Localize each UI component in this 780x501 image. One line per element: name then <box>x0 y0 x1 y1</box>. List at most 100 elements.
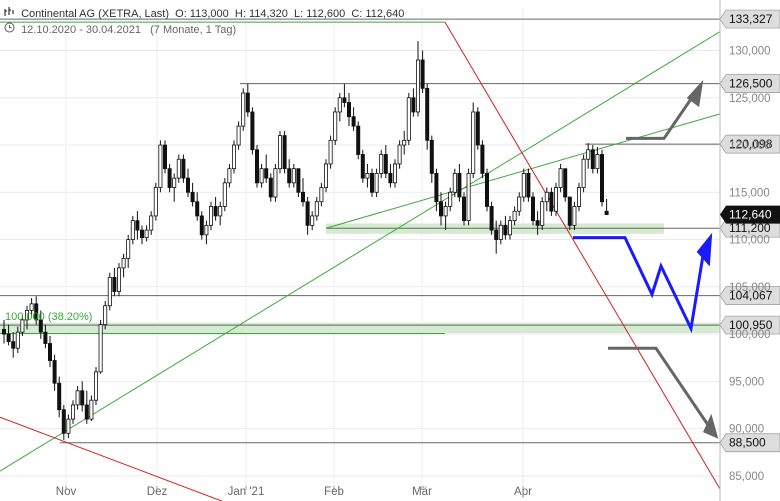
candle-body <box>94 371 99 401</box>
candle-body <box>264 168 269 179</box>
candle <box>241 88 246 131</box>
candle-body <box>112 276 117 292</box>
candle <box>181 154 186 183</box>
high-value: H: 114,320 <box>234 8 288 20</box>
forecast-arrows <box>573 79 719 439</box>
candle-body <box>80 390 85 406</box>
candle-body <box>130 220 135 240</box>
level-tag: 111,200 <box>719 218 780 238</box>
candle <box>429 135 434 183</box>
level-tag-bg <box>719 134 780 154</box>
candle <box>305 197 310 235</box>
candle-body <box>356 125 361 155</box>
y-tick-label: 85,000 <box>729 471 764 483</box>
candle <box>52 354 57 391</box>
y-tick-label: 130,000 <box>729 46 771 58</box>
candle <box>71 400 76 424</box>
candle <box>24 305 29 330</box>
y-tick-label: 110,000 <box>729 235 770 247</box>
candle-body <box>268 177 273 198</box>
candle <box>29 298 34 318</box>
candle-body <box>98 324 103 373</box>
candle <box>11 332 16 358</box>
candle-body <box>11 341 16 349</box>
candle-body <box>388 172 393 184</box>
candle-body <box>185 177 190 193</box>
candle <box>438 192 443 226</box>
candle <box>103 300 108 330</box>
candle-body <box>222 182 227 207</box>
candle-body <box>415 59 420 113</box>
candle-body <box>379 154 384 174</box>
candle-body <box>397 144 402 165</box>
y-tick-label: 120,000 <box>729 140 771 152</box>
last-price-label: 112,640 <box>729 208 772 222</box>
x-tick-label: Apr <box>514 486 532 498</box>
candle <box>337 93 342 122</box>
candle-body <box>305 201 310 226</box>
candle <box>415 41 420 117</box>
candle-body <box>84 404 89 420</box>
candle <box>328 135 333 169</box>
candle-body <box>544 191 549 203</box>
candle-body <box>277 135 282 170</box>
candle <box>167 163 172 193</box>
candle-body <box>103 305 108 326</box>
candle-body <box>604 210 609 215</box>
candle-body <box>457 172 462 198</box>
candle-body <box>323 163 328 188</box>
candle-body <box>15 331 20 349</box>
candle-body <box>176 158 181 179</box>
price-axis: 85,00090,00095,000100,000105,000110,0001… <box>719 0 780 501</box>
channel-line <box>325 113 721 229</box>
candle-body <box>549 191 554 212</box>
candle <box>351 107 356 131</box>
candle <box>498 220 503 245</box>
candle-body <box>337 97 342 113</box>
candle-body <box>162 144 167 170</box>
candle <box>291 163 296 188</box>
candle-body <box>273 168 278 198</box>
candle <box>484 168 489 212</box>
level-tag: 126,500 <box>719 74 780 93</box>
candle-body <box>144 229 149 239</box>
uptrend-line <box>0 31 721 472</box>
candle-body <box>57 382 62 411</box>
candle-body <box>20 319 25 333</box>
candle-body <box>346 102 351 118</box>
candle-body <box>199 215 204 236</box>
blue-forecast-path <box>573 236 707 334</box>
candle-body <box>245 92 250 113</box>
candle <box>448 187 453 212</box>
candle <box>149 211 154 235</box>
candle <box>383 145 388 179</box>
candle-body <box>29 303 34 311</box>
candle-body <box>2 328 7 335</box>
candle <box>98 319 103 374</box>
candle-body <box>250 111 255 151</box>
chart-type-icon <box>4 6 18 20</box>
candle <box>526 168 531 202</box>
candle-body <box>139 229 144 239</box>
candle <box>342 83 347 108</box>
candle <box>2 319 7 344</box>
candle <box>80 381 85 412</box>
candle <box>563 168 568 202</box>
candle-body <box>24 310 29 321</box>
candle-body <box>149 215 154 231</box>
candle-body <box>107 276 112 307</box>
candle-body <box>448 191 453 207</box>
gray-down-arrowhead <box>703 413 719 439</box>
candle-body <box>300 191 305 203</box>
level-tag-label: 88,500 <box>729 436 766 450</box>
candle <box>365 163 370 188</box>
candle <box>434 168 439 212</box>
candle-body <box>392 163 397 184</box>
level-tag: 104,067 <box>719 286 780 305</box>
clock-icon <box>4 22 18 36</box>
candle-body <box>554 187 559 212</box>
period-row: 12.10.2020 - 30.04.2021 (7 Monate, 1 Tag… <box>4 22 236 36</box>
candle <box>406 93 411 146</box>
candle <box>287 159 292 188</box>
candle <box>176 154 181 183</box>
